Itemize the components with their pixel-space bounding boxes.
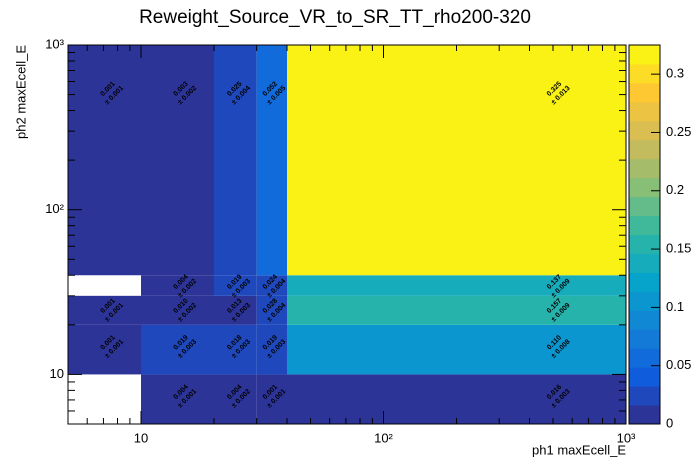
z-tick-label: 0.05 [666,357,691,372]
colorbar-band [629,139,660,160]
colorbar-band [629,272,660,292]
plot-frame [67,44,627,425]
cell [213,45,257,276]
cell [140,45,214,276]
colorbar-band [629,386,660,406]
cell [140,324,214,375]
cell [213,374,257,424]
y-tick-label: 10³ [45,36,64,51]
z-tick-label: 0.3 [666,66,684,81]
colorbar-band [629,329,660,349]
cell [256,295,287,325]
cell [286,275,626,296]
y-tick-label: 10² [45,201,64,216]
colorbar-band [629,45,660,65]
cell [286,374,626,424]
cell [213,295,257,325]
cell [256,374,287,424]
cell [286,295,626,325]
z-tick-label: 0 [666,415,673,430]
colorbar-band [629,367,660,387]
cell [68,45,141,276]
cell [140,275,214,296]
colorbar-band [629,405,660,425]
cell [213,275,257,296]
colorbar-band [629,234,660,254]
colorbar-band [629,291,660,311]
colorbar-band [629,177,660,198]
z-tick-label: 0.2 [666,182,684,197]
cell [140,374,214,424]
cell [140,295,214,325]
colorbar-band [629,215,660,235]
x-axis-label: ph1 maxEcell_E [532,442,626,457]
x-tick-label: 10 [134,430,148,445]
cell [68,295,141,325]
cell [286,45,626,276]
colorbar-band [629,196,660,217]
cell [286,324,626,375]
cell [256,275,287,296]
cell [256,45,287,276]
x-tick-label: 10³ [617,430,636,445]
x-tick-label: 10² [374,430,393,445]
cell [213,324,257,375]
colorbar-band [629,120,660,141]
chart-title: Reweight_Source_VR_to_SR_TT_rho200-320 [139,7,531,28]
colorbar-frame [628,44,661,425]
colorbar-band [629,82,660,103]
cell [68,324,141,375]
z-tick-label: 0.25 [666,124,691,139]
colorbar-band [629,63,660,84]
z-tick-label: 0.15 [666,241,691,256]
y-axis-label: ph2 maxEcell_E [13,45,28,139]
colorbar-band [629,348,660,368]
y-tick-label: 10 [50,366,64,381]
colorbar-band [629,253,660,273]
colorbar-band [629,158,660,179]
colorbar-band [629,310,660,330]
cell [256,324,287,375]
z-tick-label: 0.1 [666,299,684,314]
colorbar-band [629,101,660,122]
